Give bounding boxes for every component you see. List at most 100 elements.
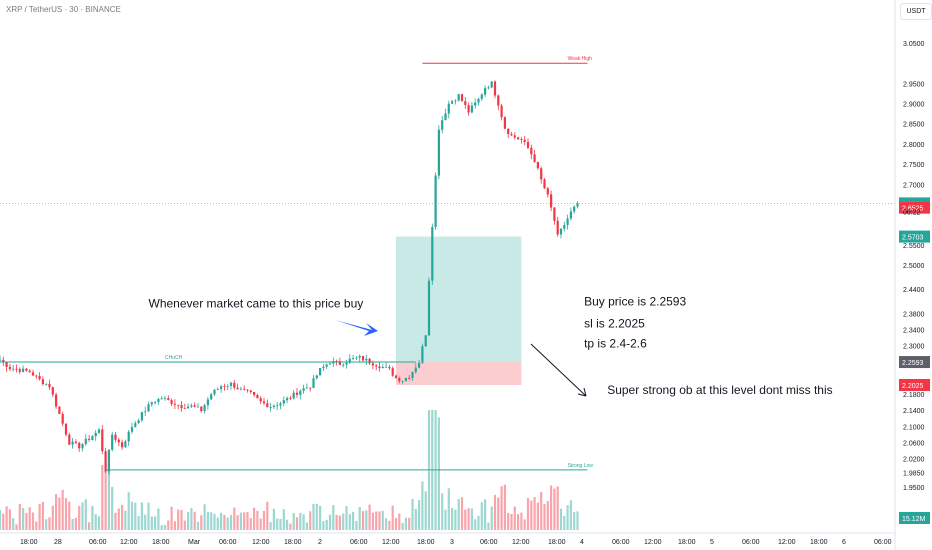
volume-bar: [437, 417, 440, 530]
volume-bar: [94, 514, 97, 530]
volume-bar: [196, 521, 200, 530]
y-tick-label: 2.5000: [903, 263, 925, 270]
volume-bar: [78, 505, 81, 530]
volume-bar: [124, 510, 127, 530]
volume-bar: [206, 511, 209, 530]
currency-button[interactable]: USDT: [900, 3, 932, 20]
volume-bar: [424, 491, 427, 530]
candle-body: [167, 398, 170, 401]
y-tick-label: 2.7000: [903, 182, 925, 189]
candle-body: [500, 105, 503, 118]
candle-body: [411, 371, 414, 379]
candle-body: [309, 387, 312, 389]
y-tick-label: 2.3800: [903, 311, 925, 318]
volume-bar: [127, 492, 130, 530]
candle-body: [352, 358, 355, 359]
candle-body: [177, 404, 180, 406]
candle-body: [48, 383, 51, 388]
price-label-volume: 15.12M: [902, 516, 926, 523]
x-tick-label: 06:00: [612, 539, 630, 546]
candle-body: [61, 413, 64, 424]
candle-body: [5, 362, 8, 367]
volume-bar: [421, 481, 424, 530]
candle-body: [576, 203, 579, 207]
candle-body: [569, 211, 572, 219]
volume-bar: [177, 509, 180, 530]
candle-body: [487, 87, 490, 89]
candle-body: [253, 391, 256, 395]
volume-bar: [302, 514, 305, 530]
volume-bar: [160, 525, 163, 530]
volume-bar: [295, 517, 299, 530]
volume-bar: [573, 512, 576, 530]
volume-bar: [45, 519, 48, 530]
volume-bar: [404, 517, 407, 530]
buy-arrow: [335, 320, 378, 336]
price-label-bid-bg: [899, 201, 930, 214]
candle-body: [276, 405, 279, 407]
volume-bar: [38, 504, 41, 530]
volume-bar: [556, 486, 559, 530]
y-tick-label: 2.7500: [903, 162, 925, 169]
volume-bar: [345, 506, 348, 530]
x-tick-label: 18:00: [284, 539, 302, 546]
candle-body: [55, 394, 58, 407]
volume-bar: [210, 512, 213, 530]
candle-body: [490, 81, 493, 88]
candle-body: [31, 372, 35, 376]
y-tick-label: 2.4400: [903, 287, 925, 294]
candle-body: [130, 427, 134, 432]
volume-bar: [510, 513, 513, 530]
volume-bar: [170, 506, 173, 530]
candle-body: [94, 432, 97, 437]
candle-body: [107, 449, 110, 472]
volume-bar: [216, 517, 219, 530]
candle-body: [117, 439, 120, 443]
volume-bar: [220, 512, 223, 530]
candle-body: [243, 388, 246, 390]
volume-bar: [309, 511, 312, 530]
candle-body: [533, 154, 536, 162]
volume-bar: [12, 518, 15, 530]
volume-bar: [332, 505, 335, 530]
price-label-buy: 2.2593: [902, 360, 924, 367]
volume-bar: [130, 501, 134, 530]
y-tick-label: 1.9500: [903, 485, 925, 492]
candle-body: [18, 369, 21, 372]
candle-body: [510, 134, 513, 136]
volume-bar: [520, 512, 523, 530]
candle-body: [160, 398, 163, 400]
volume-bar: [348, 514, 351, 530]
candle-body: [418, 362, 421, 368]
candle-body: [147, 404, 150, 412]
volume-bar: [342, 513, 345, 530]
y-tick-label: 2.8500: [903, 122, 925, 129]
x-tick-label: 12:00: [644, 539, 662, 546]
volume-bar: [543, 503, 546, 530]
price-label-level_1: 2.5703: [902, 235, 924, 242]
candle-body: [74, 441, 77, 443]
candle-body: [365, 358, 368, 361]
x-tick-label: 12:00: [512, 539, 530, 546]
candle-body: [441, 120, 444, 130]
candle-body: [342, 364, 345, 366]
volume-bar: [513, 506, 516, 530]
x-tick-label: 12:00: [252, 539, 270, 546]
candle-body: [114, 434, 117, 440]
candle-body: [447, 103, 450, 114]
candle-body: [421, 346, 424, 363]
candle-body: [408, 377, 411, 379]
volume-bar: [441, 493, 444, 530]
volume-bar: [163, 525, 167, 530]
volume-bar: [540, 491, 543, 530]
volume-bar: [88, 522, 91, 530]
candle-body: [477, 98, 480, 103]
candle-body: [78, 442, 81, 449]
candle-body: [292, 392, 295, 399]
volume-bar: [484, 499, 487, 530]
candle-body: [259, 398, 262, 402]
volume-bar: [223, 514, 226, 530]
volume-bar: [150, 516, 153, 530]
candle-body: [559, 228, 563, 235]
